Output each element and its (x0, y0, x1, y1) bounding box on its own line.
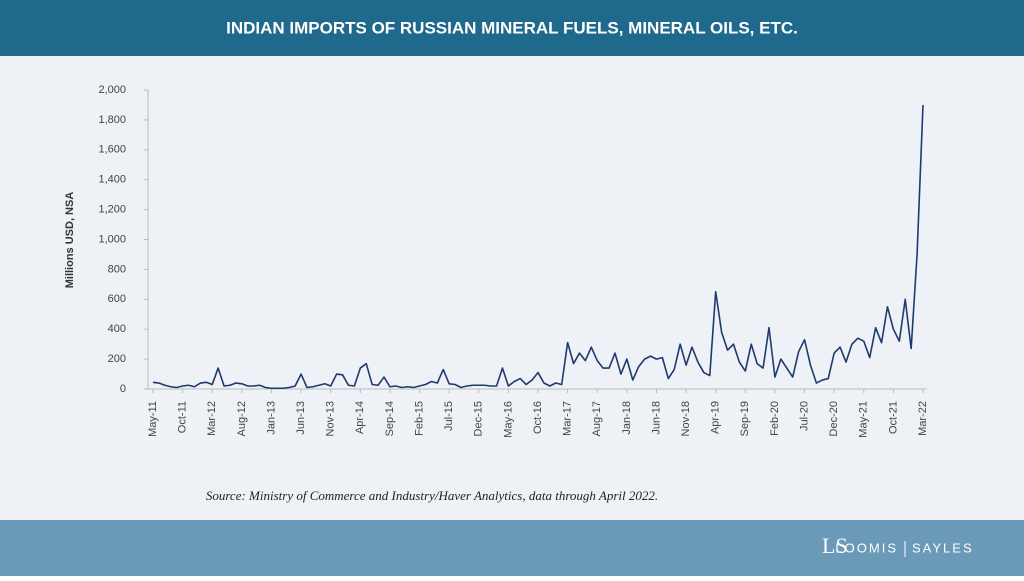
y-tick-label: 800 (108, 263, 126, 275)
x-tick-label: Nov-18 (680, 401, 692, 436)
y-tick-label: 1,400 (98, 174, 126, 186)
x-tick-label: May-11 (147, 401, 159, 437)
x-tick-label: Sep-14 (384, 401, 396, 436)
x-tick-label: Apr-19 (710, 401, 722, 434)
x-tick-label: Feb-20 (769, 401, 781, 436)
data-line (152, 104, 924, 390)
y-tick-label: 0 (120, 383, 126, 395)
x-tick-label: Sep-19 (739, 401, 751, 436)
x-tick-label: Mar-22 (917, 401, 929, 436)
y-tick-label: 400 (108, 323, 126, 335)
y-tick-label: 1,800 (98, 114, 126, 126)
y-axis-title: Millions USD, NSA (64, 192, 76, 289)
x-tick-label: Jun-18 (650, 401, 662, 435)
x-tick-label: Jul-15 (443, 401, 455, 431)
y-tick-label: 1,200 (98, 204, 126, 216)
x-tick-label: Nov-13 (325, 401, 337, 436)
plot: 0 200 400 600 800 1,000 1,200 1,400 1,600 1,800 2,… (98, 84, 928, 438)
x-tick-label: Jun-13 (295, 401, 307, 435)
x-tick-label: Dec-15 (473, 401, 485, 436)
x-tick-label: Dec-20 (828, 401, 840, 436)
x-tick-label: Jan-13 (265, 401, 277, 435)
x-tick-label: Mar-17 (562, 401, 574, 436)
y-tick-label: 1,600 (98, 144, 126, 156)
x-tick-label: May-21 (858, 401, 870, 438)
x-tick-label: Aug-17 (591, 401, 603, 436)
chart-title: INDIAN IMPORTS OF RUSSIAN MINERAL FUELS,… (226, 18, 798, 37)
brand-name: LOOMIS (835, 540, 898, 555)
x-tick-label: Aug-12 (236, 401, 248, 436)
header-bar (0, 0, 1024, 56)
logo-mark: LS (822, 533, 848, 558)
x-tick-label: Oct-16 (532, 401, 544, 434)
y-tick-label: 200 (108, 353, 126, 365)
y-tick-label: 2,000 (98, 84, 126, 96)
x-tick-label: Oct-11 (177, 401, 189, 433)
brand-name: SAYLES (912, 540, 974, 555)
x-tick-label: Jul-20 (798, 401, 810, 431)
y-tick-label: 1,000 (98, 233, 126, 245)
x-tick-label: Feb-15 (413, 401, 425, 436)
x-tick-label: Jan-18 (621, 401, 633, 435)
footer-bar (0, 520, 1024, 576)
source-note: Source: Ministry of Commerce and Industr… (206, 488, 658, 503)
x-tick-label: May-16 (502, 401, 514, 438)
y-tick-label: 600 (108, 293, 126, 305)
x-tick-label: Apr-14 (354, 401, 366, 434)
x-tick-label: Oct-21 (887, 401, 899, 434)
x-tick-label: Mar-12 (206, 401, 218, 436)
